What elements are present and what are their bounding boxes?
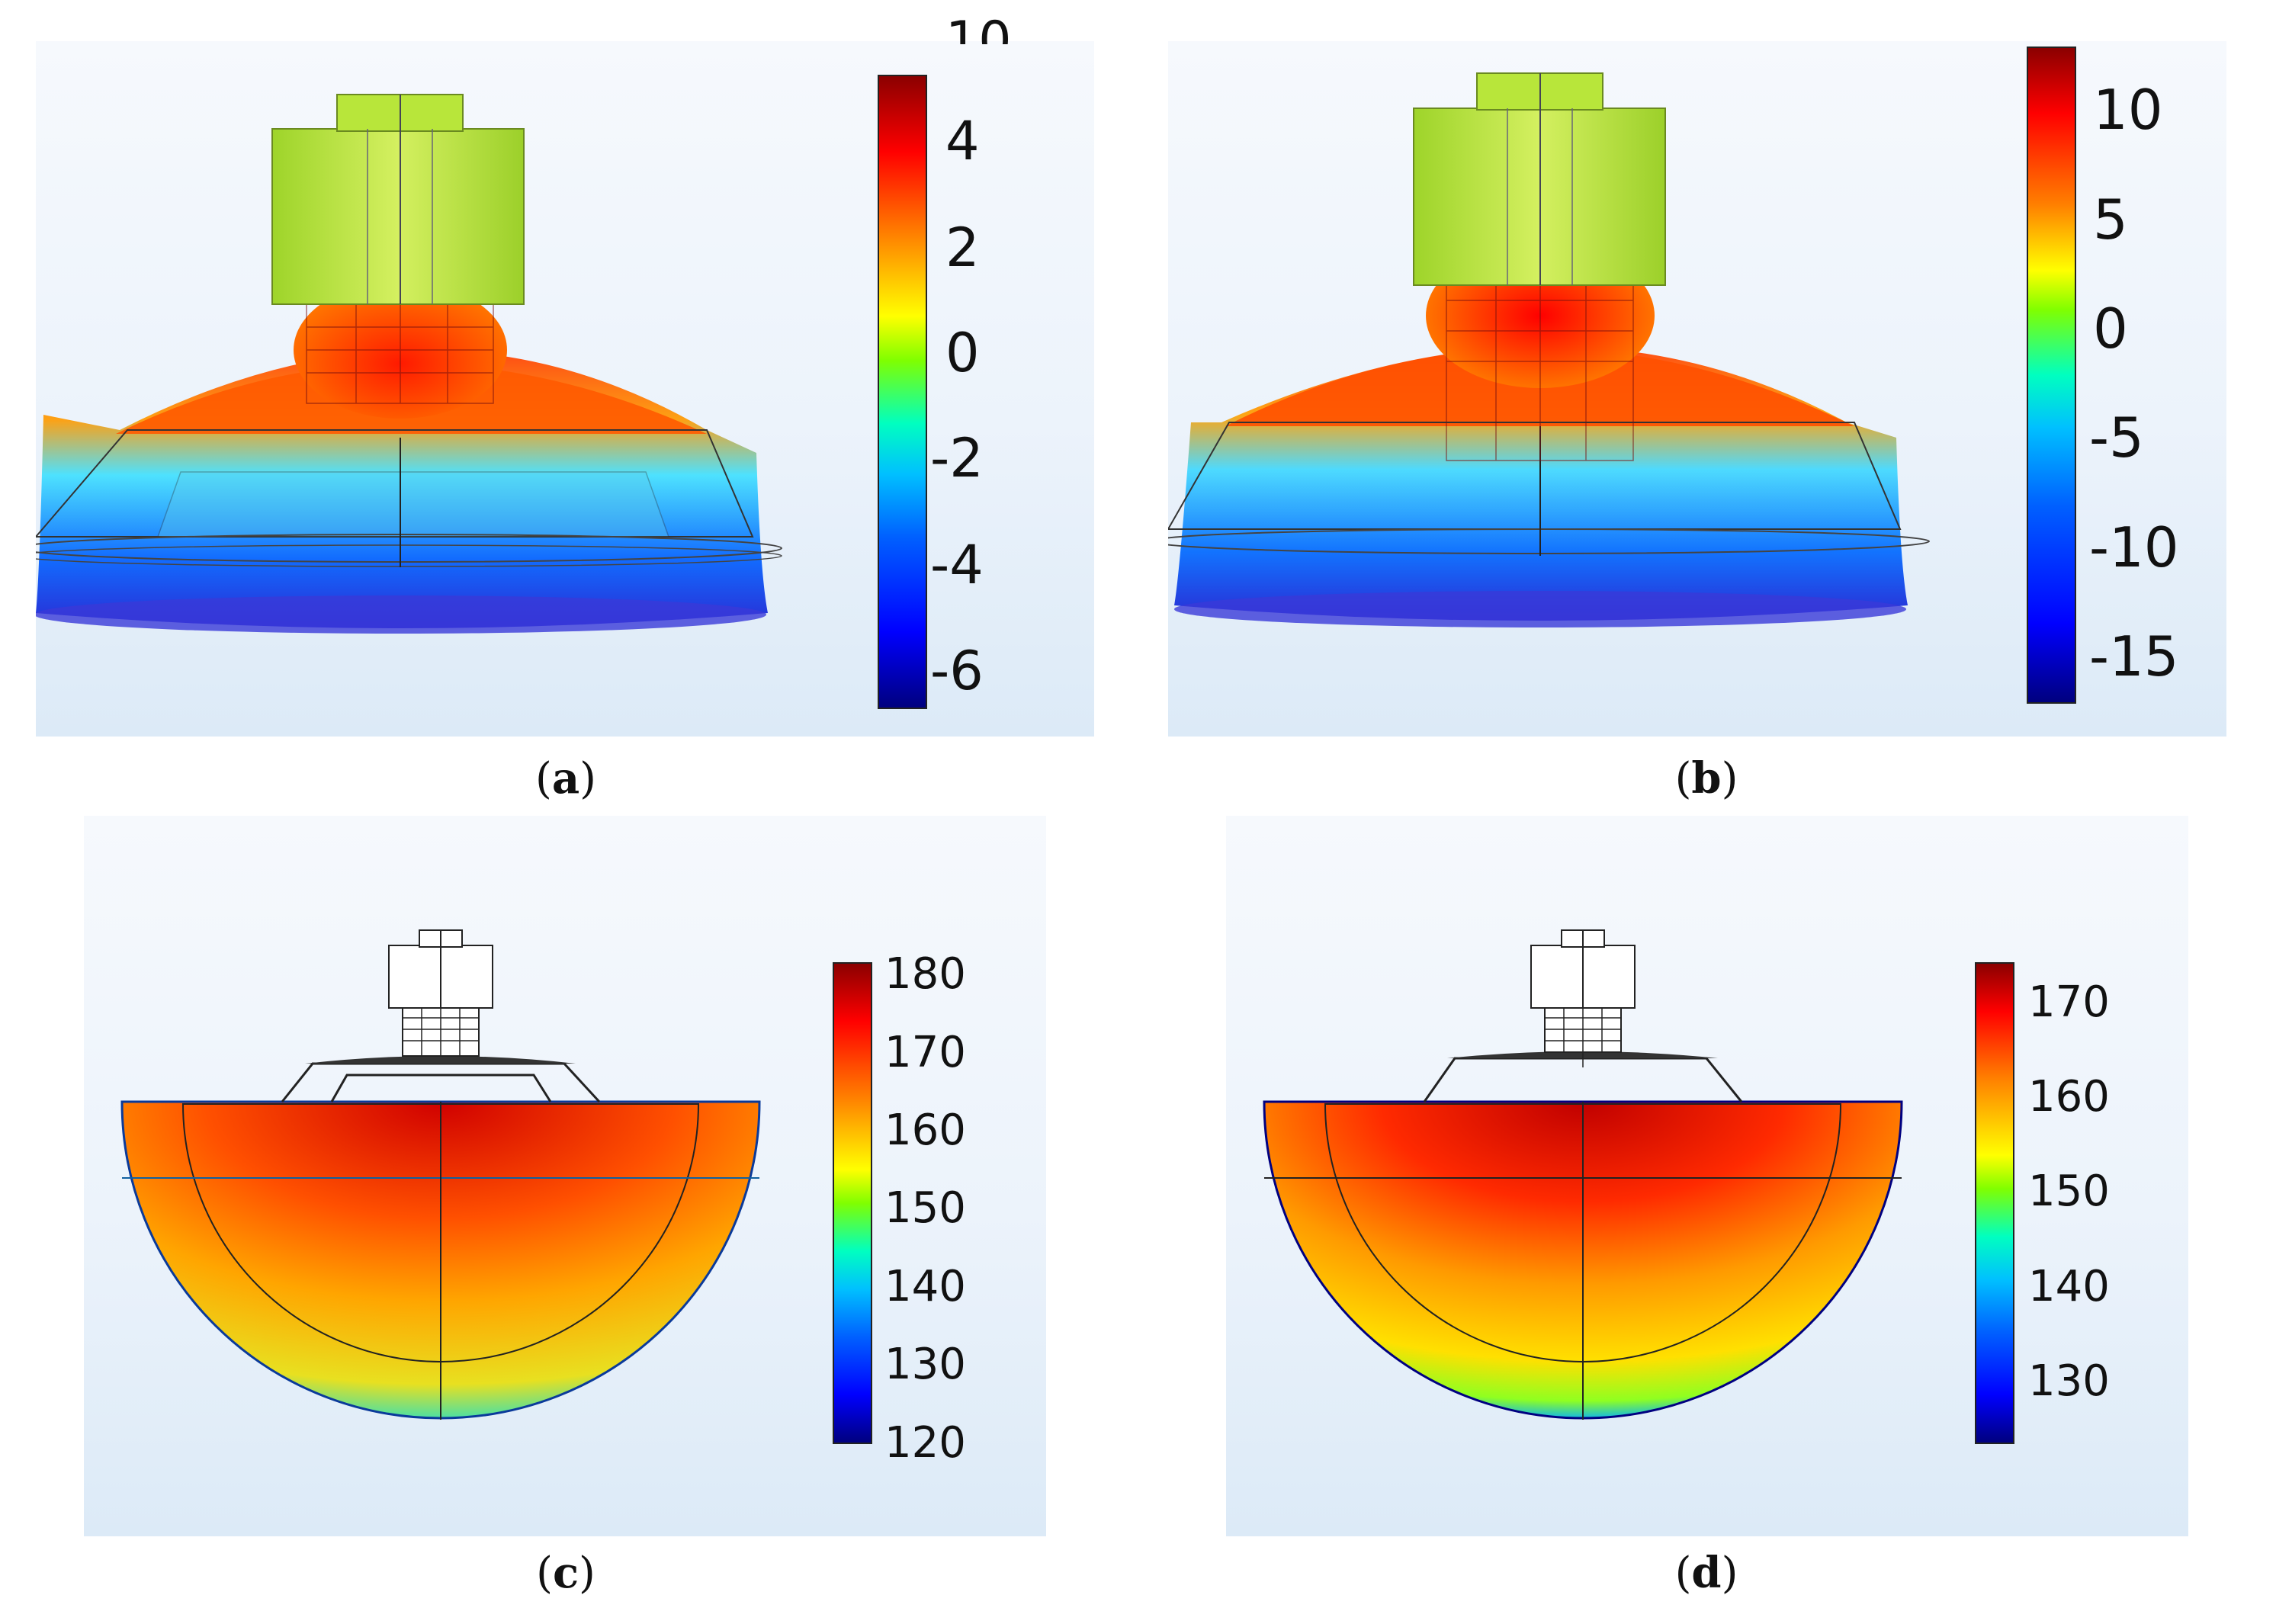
colorbar-b-tick: 0 xyxy=(2093,297,2128,361)
colorbar-a-partial-label: 10 xyxy=(945,15,1012,44)
colorbar-c-tick: 150 xyxy=(884,1183,966,1233)
caption-d-label: d xyxy=(1691,1548,1722,1598)
panel-a-3d-render xyxy=(36,94,782,634)
colorbar-b-tick: 10 xyxy=(2093,78,2163,142)
panel-a xyxy=(36,41,1094,737)
colorbar-c-tick: 120 xyxy=(884,1418,966,1468)
colorbar-d-tick: 150 xyxy=(2028,1167,2110,1216)
colorbar-d-tick: 140 xyxy=(2028,1262,2110,1311)
colorbar-a-tick: 0 xyxy=(945,322,980,384)
caption-a: (a) xyxy=(534,753,596,804)
colorbar-a-tick: -6 xyxy=(930,640,984,702)
colorbar-a-tick: -2 xyxy=(930,427,984,489)
caption-c: (c) xyxy=(536,1548,595,1598)
colorbar-d-tick: 160 xyxy=(2028,1072,2110,1122)
colorbar-b-tick: 5 xyxy=(2093,188,2128,252)
colorbar-a xyxy=(878,75,927,709)
panel-b-3d-render xyxy=(1168,72,1930,627)
colorbar-d xyxy=(1975,962,2014,1444)
caption-b-label: b xyxy=(1691,753,1722,804)
colorbar-b-tick: -15 xyxy=(2089,624,2179,688)
colorbar-a-tick: 2 xyxy=(945,217,980,279)
colorbar-c-tick: 180 xyxy=(884,949,966,999)
colorbar-c-tick: 170 xyxy=(884,1028,966,1077)
colorbar-a-tick: -4 xyxy=(930,534,984,596)
caption-c-label: c xyxy=(552,1548,579,1598)
panel-d xyxy=(1226,816,2188,1536)
colorbar-b-tick: -10 xyxy=(2089,515,2179,579)
colorbar-b xyxy=(2027,47,2076,704)
colorbar-a-tick: 4 xyxy=(945,110,980,172)
colorbar-c-tick: 140 xyxy=(884,1262,966,1311)
colorbar-b-tick: -5 xyxy=(2089,406,2144,470)
caption-d: (d) xyxy=(1674,1548,1738,1598)
panel-c-2d-section xyxy=(120,929,761,1420)
colorbar-c-tick: 160 xyxy=(884,1106,966,1155)
colorbar-d-tick: 170 xyxy=(2028,977,2110,1027)
panel-c xyxy=(84,816,1046,1536)
colorbar-c-tick: 130 xyxy=(884,1340,966,1389)
colorbar-c xyxy=(833,962,872,1444)
panel-d-2d-section xyxy=(1263,929,1903,1420)
caption-b: (b) xyxy=(1674,753,1738,804)
colorbar-d-tick: 130 xyxy=(2028,1356,2110,1406)
caption-a-label: a xyxy=(551,753,580,804)
